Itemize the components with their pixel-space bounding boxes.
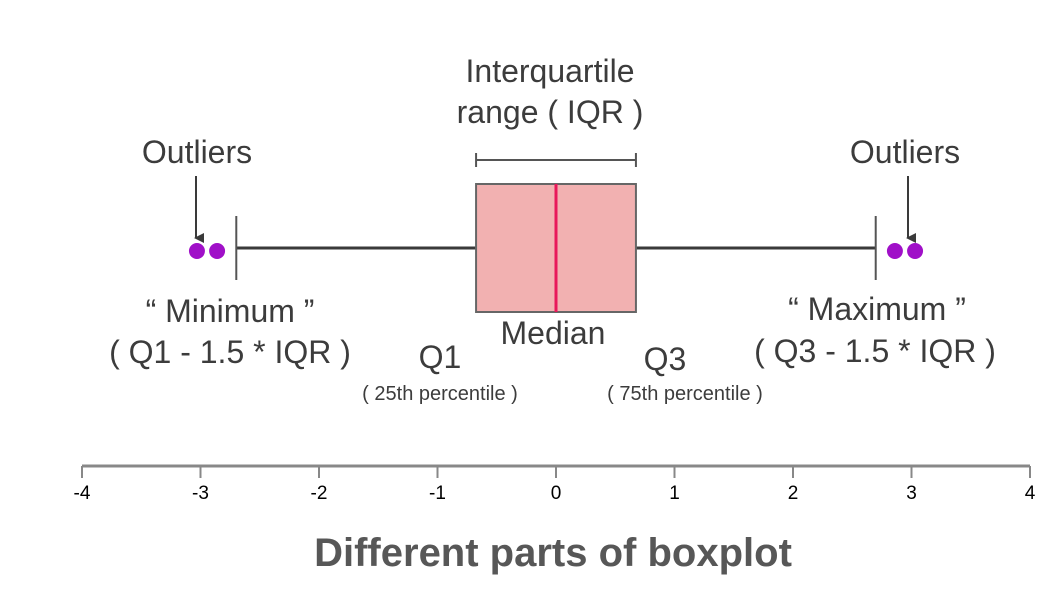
q3-label: Q3	[644, 341, 687, 377]
x-tick-label: -2	[311, 483, 328, 504]
q1-note: ( 25th percentile )	[362, 383, 518, 405]
x-tick-label: -3	[192, 483, 209, 504]
outlier-point	[188, 243, 205, 259]
outlier-points	[188, 243, 924, 259]
maximum-formula: ( Q3 - 1.5 * IQR )	[754, 333, 996, 369]
outlier-point	[209, 243, 226, 259]
outlier-point	[886, 243, 903, 259]
iqr-label-line1: Interquartile	[466, 53, 635, 89]
outliers-left-label: Outliers	[142, 134, 252, 170]
outliers-right-label: Outliers	[850, 134, 960, 170]
maximum-label: “ Maximum ”	[788, 291, 966, 327]
x-tick-label: -4	[74, 483, 91, 504]
x-tick-label: 0	[551, 483, 562, 504]
median-label: Median	[501, 315, 606, 351]
x-tick-label: 3	[906, 483, 917, 504]
iqr-bracket	[475, 153, 637, 167]
outlier-point	[907, 243, 924, 259]
q1-label: Q1	[419, 339, 462, 375]
q3-note: ( 75th percentile )	[607, 383, 763, 405]
minimum-label: “ Minimum ”	[146, 293, 315, 329]
x-tick-label: -1	[429, 483, 446, 504]
x-tick-label: 1	[669, 483, 680, 504]
x-tick-label: 4	[1025, 483, 1036, 504]
iqr-label-line2: range ( IQR )	[457, 94, 644, 130]
x-tick-label: 2	[788, 483, 799, 504]
x-axis: -4 -3 -2 -1 0 1 2 3 4	[74, 464, 1036, 504]
chart-title: Different parts of boxplot	[314, 531, 792, 575]
minimum-formula: ( Q1 - 1.5 * IQR )	[109, 334, 351, 370]
